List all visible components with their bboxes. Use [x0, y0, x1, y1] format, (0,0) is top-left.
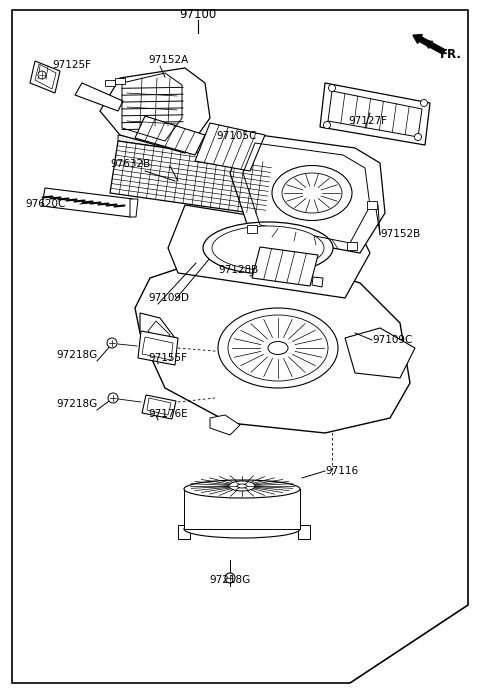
FancyBboxPatch shape	[347, 242, 357, 250]
Polygon shape	[230, 133, 385, 253]
Polygon shape	[345, 328, 415, 378]
FancyBboxPatch shape	[105, 80, 115, 86]
Polygon shape	[100, 68, 210, 153]
Polygon shape	[75, 83, 123, 111]
Polygon shape	[195, 123, 265, 171]
Text: 97218G: 97218G	[57, 350, 98, 360]
Circle shape	[225, 573, 235, 583]
Polygon shape	[168, 205, 370, 298]
Text: 97109C: 97109C	[372, 335, 412, 345]
Polygon shape	[118, 135, 272, 163]
Text: 97125F: 97125F	[52, 60, 91, 70]
Circle shape	[324, 121, 331, 128]
Text: FR.: FR.	[440, 48, 462, 61]
Text: 97152B: 97152B	[380, 229, 420, 239]
Polygon shape	[265, 157, 272, 215]
Text: 97155F: 97155F	[148, 353, 187, 363]
Circle shape	[38, 71, 46, 79]
Ellipse shape	[272, 166, 352, 220]
Circle shape	[328, 85, 336, 91]
Circle shape	[415, 134, 421, 141]
Text: 97128B: 97128B	[218, 265, 258, 275]
FancyBboxPatch shape	[298, 525, 310, 539]
Text: 97152A: 97152A	[148, 55, 188, 65]
Text: 97620C: 97620C	[25, 199, 65, 209]
Text: 97218G: 97218G	[209, 575, 251, 585]
Circle shape	[107, 338, 117, 348]
Circle shape	[420, 100, 428, 107]
Polygon shape	[12, 10, 468, 683]
Polygon shape	[30, 61, 60, 93]
Text: 97100: 97100	[180, 8, 216, 21]
Text: 97218G: 97218G	[57, 399, 98, 409]
Polygon shape	[320, 83, 430, 145]
Text: 97176E: 97176E	[148, 409, 188, 419]
Ellipse shape	[237, 484, 247, 488]
Polygon shape	[135, 116, 205, 155]
Ellipse shape	[282, 173, 342, 213]
Text: 97632B: 97632B	[110, 159, 150, 169]
Text: 97127F: 97127F	[348, 116, 387, 126]
Polygon shape	[140, 313, 175, 348]
Ellipse shape	[184, 520, 300, 538]
Polygon shape	[135, 258, 410, 433]
Circle shape	[108, 393, 118, 403]
Polygon shape	[110, 141, 272, 215]
Ellipse shape	[218, 308, 338, 388]
Ellipse shape	[212, 226, 324, 270]
Polygon shape	[184, 489, 300, 529]
Text: 97105C: 97105C	[216, 131, 256, 141]
FancyBboxPatch shape	[247, 225, 257, 233]
Ellipse shape	[228, 315, 328, 381]
Text: 97109D: 97109D	[148, 293, 189, 303]
FancyBboxPatch shape	[178, 525, 190, 539]
Polygon shape	[252, 247, 318, 286]
Polygon shape	[210, 415, 240, 435]
Ellipse shape	[268, 342, 288, 355]
Polygon shape	[42, 188, 133, 217]
Ellipse shape	[229, 481, 255, 491]
Polygon shape	[138, 331, 178, 365]
FancyBboxPatch shape	[115, 78, 125, 84]
Polygon shape	[130, 199, 138, 217]
Text: 97116: 97116	[325, 466, 358, 476]
FancyArrow shape	[413, 35, 445, 54]
Ellipse shape	[203, 222, 333, 274]
Polygon shape	[312, 277, 323, 287]
Ellipse shape	[184, 480, 300, 498]
Polygon shape	[142, 395, 176, 419]
FancyBboxPatch shape	[367, 201, 377, 209]
